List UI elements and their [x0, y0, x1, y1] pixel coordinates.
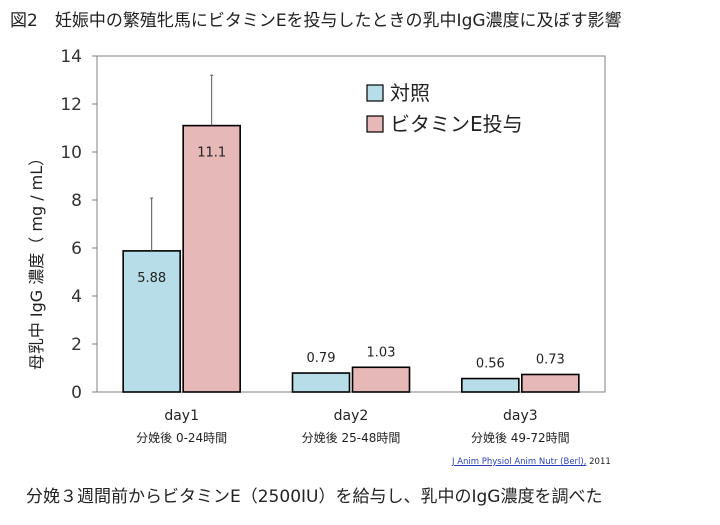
y-tick-label: 6	[71, 239, 82, 259]
x-category-sublabel: 分娩後 0-24時間	[136, 431, 227, 445]
y-tick-label: 4	[71, 287, 82, 307]
legend-label: ビタミンE投与	[390, 112, 523, 136]
y-tick-label: 10	[60, 143, 82, 163]
data-label: 0.79	[307, 351, 336, 366]
y-tick-label: 8	[71, 191, 82, 211]
bar	[291, 372, 351, 393]
plot-area	[96, 55, 606, 393]
source-year: 2011	[586, 457, 611, 467]
y-tick-label: 14	[60, 47, 82, 67]
x-category-label: day1	[164, 408, 199, 424]
bar	[122, 250, 181, 393]
source-link[interactable]: J Anim Physiol Anim Nutr (Berl),	[452, 457, 587, 467]
y-tick-label: 2	[71, 335, 82, 355]
x-category-label: day3	[503, 408, 538, 424]
legend-swatch	[366, 115, 384, 133]
data-label: 5.88	[137, 271, 166, 286]
legend-label: 対照	[390, 81, 430, 105]
bar	[351, 366, 411, 393]
figure-title: 図2 妊娠中の繁殖牝馬にビタミンEを投与したときの乳中IgG濃度に及ぼす影響	[10, 11, 622, 31]
data-label: 0.73	[536, 352, 565, 367]
bar-chart: 母乳中 IgG 濃度（ mg / mL） 0 2 4 6 8 10 12 14 5.88 11.…	[27, 47, 606, 445]
x-category-sublabel: 分娩後 49-72時間	[471, 431, 570, 445]
bar	[182, 124, 241, 393]
y-tick-label: 12	[60, 95, 82, 115]
data-label: 0.56	[476, 357, 505, 372]
x-category-label: day2	[334, 408, 369, 424]
figure-caption: 分娩３週間前からビタミンE（2500IU）を給与し、乳中のIgG濃度を調べた	[26, 487, 603, 507]
y-tick-label: 0	[71, 383, 82, 403]
bar	[521, 373, 580, 393]
data-label: 1.03	[367, 345, 396, 360]
x-category-sublabel: 分娩後 25-48時間	[302, 431, 401, 445]
bar	[461, 377, 520, 393]
legend-swatch	[366, 84, 384, 102]
data-label: 11.1	[197, 146, 226, 161]
y-axis-label: 母乳中 IgG 濃度（ mg / mL）	[27, 150, 46, 370]
source-citation: J Anim Physiol Anim Nutr (Berl), 2011	[452, 457, 611, 467]
